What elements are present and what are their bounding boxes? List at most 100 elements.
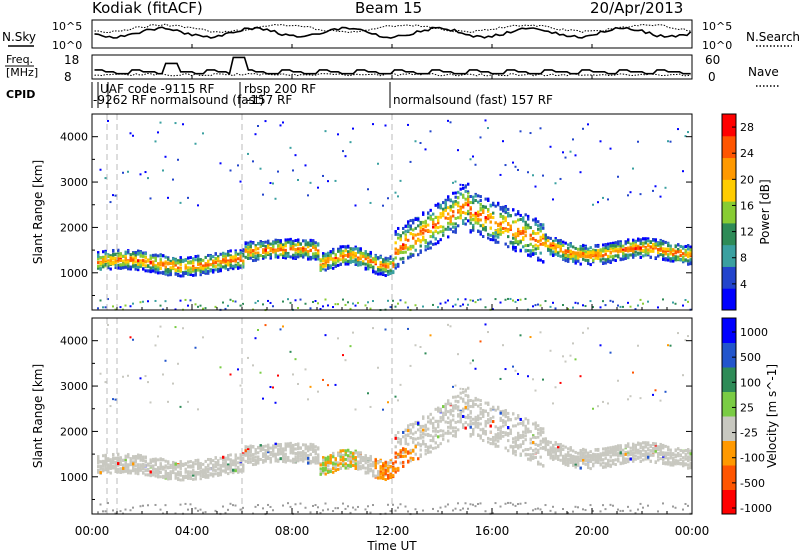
power-cell xyxy=(202,268,205,272)
velocity-cell xyxy=(537,431,540,435)
power-cell xyxy=(517,218,520,222)
power-cell xyxy=(602,300,604,303)
velocity-cell xyxy=(367,463,370,467)
velocity-cell xyxy=(289,441,292,445)
power-cell xyxy=(514,213,517,217)
velocity-cell xyxy=(222,458,225,462)
power-cell xyxy=(337,303,339,306)
velocity-cell xyxy=(499,430,502,434)
power-cell xyxy=(227,252,230,256)
velocity-cell xyxy=(249,460,252,464)
power-cell xyxy=(254,258,257,262)
power-cell xyxy=(562,256,565,260)
power-cell xyxy=(452,202,455,206)
velocity-cell xyxy=(427,415,430,419)
power-cell xyxy=(237,262,240,266)
velocity-cell xyxy=(289,350,292,353)
power-cell xyxy=(614,258,617,262)
cpid-entry: -157 RF xyxy=(246,93,292,107)
velocity-cell xyxy=(432,446,435,450)
power-cell xyxy=(542,226,545,230)
velocity-cell xyxy=(477,433,480,437)
velocity-cell xyxy=(487,421,490,425)
velocity-cell xyxy=(399,461,402,465)
velocity-cell xyxy=(419,433,422,437)
power-cell xyxy=(244,248,247,252)
power-cell xyxy=(557,253,560,257)
velocity-cell xyxy=(322,463,325,467)
velocity-cell xyxy=(582,508,584,511)
velocity-cell xyxy=(152,471,155,475)
power-cell xyxy=(452,210,455,214)
power-cell xyxy=(689,248,692,252)
velocity-cell xyxy=(429,434,432,438)
velocity-cell xyxy=(219,467,222,471)
power-cell xyxy=(664,247,667,251)
power-cell xyxy=(274,197,277,200)
velocity-cell xyxy=(192,461,195,465)
power-cell xyxy=(549,145,552,148)
power-cell xyxy=(387,272,390,276)
power-cell xyxy=(154,259,157,263)
power-cell xyxy=(259,240,262,244)
power-cell xyxy=(179,299,182,302)
power-cell xyxy=(264,255,267,259)
power-cell xyxy=(599,140,602,143)
power-cell xyxy=(679,249,682,253)
power-cell xyxy=(342,298,344,301)
velocity-cell xyxy=(422,432,425,436)
velocity-cell xyxy=(152,457,155,461)
velocity-cell xyxy=(337,452,340,456)
velocity-cell xyxy=(252,453,255,457)
velocity-cell xyxy=(107,470,110,474)
velocity-cell xyxy=(577,451,580,455)
power-cell xyxy=(662,239,665,243)
power-cell xyxy=(322,259,325,263)
power-cell xyxy=(254,247,257,251)
power-cell xyxy=(249,249,252,253)
power-cell xyxy=(222,301,224,304)
velocity-cell xyxy=(97,457,100,461)
velocity-cell xyxy=(287,502,289,505)
velocity-cell xyxy=(419,443,422,447)
velocity-cell xyxy=(309,511,312,514)
power-cell xyxy=(557,244,560,248)
velocity-cell xyxy=(524,427,527,431)
velocity-cell xyxy=(542,445,545,449)
velocity-cell xyxy=(249,449,252,453)
velocity-cell xyxy=(274,453,277,457)
velocity-cell xyxy=(344,457,347,461)
velocity-cell xyxy=(492,405,495,409)
power-cell xyxy=(224,252,227,256)
power-cell xyxy=(404,301,407,304)
power-cell xyxy=(499,230,502,234)
power-cell xyxy=(327,264,330,268)
velocity-cell xyxy=(187,475,190,479)
power-cell xyxy=(632,244,635,248)
velocity-cell xyxy=(529,446,532,450)
velocity-cell xyxy=(279,443,282,447)
power-cell xyxy=(134,263,137,267)
power-colorbar-frame xyxy=(721,113,737,311)
power-cell xyxy=(144,256,147,260)
power-cell xyxy=(307,255,310,259)
power-cell xyxy=(167,257,170,261)
power-cell xyxy=(139,260,142,264)
power-cell xyxy=(424,239,427,243)
velocity-cell xyxy=(547,440,550,444)
velocity-cell xyxy=(364,508,367,511)
velocity-cell xyxy=(132,465,135,469)
power-cell xyxy=(372,300,374,303)
power-cell xyxy=(409,224,412,228)
velocity-cell xyxy=(282,447,285,451)
power-cell xyxy=(134,256,137,260)
power-cell xyxy=(657,248,660,252)
velocity-cell xyxy=(284,452,287,456)
velocity-cell xyxy=(419,436,422,440)
velocity-cell xyxy=(144,473,147,477)
velocity-cell xyxy=(524,434,527,438)
power-cell xyxy=(172,266,175,270)
power-cell xyxy=(604,258,607,262)
velocity-cell xyxy=(184,469,187,473)
velocity-cell xyxy=(409,428,412,432)
